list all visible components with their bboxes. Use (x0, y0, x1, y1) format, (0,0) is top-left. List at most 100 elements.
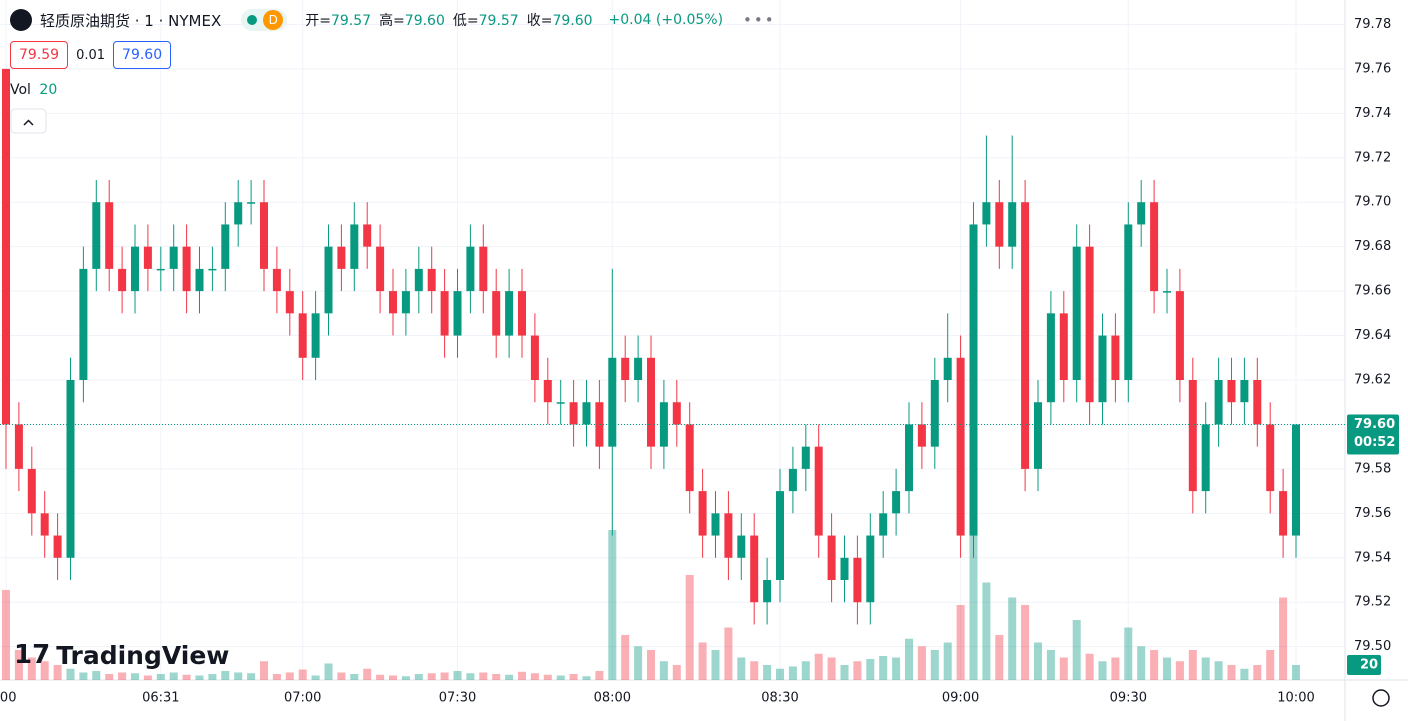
volume-bar (634, 646, 643, 680)
candle-body (169, 246, 178, 269)
volume-bar (53, 665, 62, 680)
volume-bar (1046, 650, 1055, 680)
candle-body (14, 424, 23, 469)
symbol-title[interactable]: 轻质原油期货 · 1 · NYMEX (40, 11, 222, 30)
volume-bar (1279, 597, 1288, 680)
volume-bar (143, 675, 152, 680)
candle-body (66, 380, 75, 558)
volume-bar (1008, 597, 1017, 680)
volume-bar (621, 635, 630, 680)
volume-bar (1150, 650, 1159, 680)
candle-body (788, 468, 797, 492)
candle-body (1059, 313, 1068, 380)
volume-bar (647, 650, 655, 680)
candle-body (234, 202, 243, 225)
candle-body (324, 246, 333, 314)
bid[interactable]: 79.59 (10, 41, 69, 69)
collapse-icon (23, 119, 34, 126)
candle-body (801, 446, 810, 469)
volume-bar (827, 657, 836, 680)
volume-bar (595, 671, 604, 680)
candle-body (776, 491, 784, 580)
candle-body (1098, 335, 1107, 403)
volume-bar (311, 675, 320, 680)
volume-bar (182, 674, 191, 680)
volume-bar (776, 668, 784, 680)
candle-body (879, 513, 888, 536)
status-pill[interactable]: D (241, 9, 288, 31)
legend-value: 79.57 (330, 13, 372, 29)
volume-bar (543, 674, 552, 680)
volume-bar (659, 661, 668, 680)
candle-body (1072, 246, 1081, 380)
candle-body (1021, 202, 1030, 469)
volume-bar (569, 674, 578, 680)
more-button[interactable]: ••• (743, 11, 776, 29)
y-tick-label: 79.56 (1354, 506, 1391, 521)
volume-bar (492, 674, 501, 680)
volume-bar (350, 674, 359, 680)
candle-body (376, 246, 385, 292)
volume-bar (66, 668, 75, 680)
volume-bar (324, 663, 333, 680)
candle-body (672, 402, 681, 425)
candle-body (2, 68, 10, 425)
candle-body (621, 357, 630, 380)
volume-bar (1266, 650, 1275, 680)
candle-body (763, 580, 772, 603)
candle-body (1046, 313, 1055, 403)
volume-bar (943, 642, 952, 680)
volume-bar (2, 590, 10, 680)
legend-label: 收= (526, 13, 553, 29)
volume-bar (995, 635, 1004, 680)
candle-body (1266, 424, 1275, 492)
candle-body (595, 402, 604, 447)
volume-bar (724, 627, 733, 680)
y-tick-label: 79.58 (1354, 461, 1391, 476)
candle-body (634, 357, 643, 380)
candle-body (685, 424, 694, 492)
candle-body (1227, 380, 1236, 403)
ask[interactable]: 79.60 (113, 41, 172, 69)
volume-bar (337, 672, 346, 680)
candle-body (1111, 335, 1120, 380)
candle-body (466, 246, 475, 292)
volume-bar (453, 671, 462, 680)
candle-body (556, 402, 565, 404)
candle-body (105, 202, 114, 269)
volume-bar (14, 650, 23, 680)
ohlc-legend: 开=79.57 高=79.60 低=79.57 收=79.60 (305, 10, 600, 30)
volume-bar (1292, 665, 1300, 680)
candle-body (414, 268, 423, 292)
candle-body (1188, 380, 1197, 492)
candle-body (1085, 246, 1094, 403)
volume-bar (389, 675, 397, 680)
candle-body (724, 513, 733, 558)
volume-bar (1098, 661, 1107, 680)
y-tick-label: 79.70 (1354, 195, 1391, 210)
volume-bar (1137, 646, 1146, 680)
volume-bar (518, 671, 526, 680)
volume-bar (969, 507, 978, 680)
y-tick-label: 79.62 (1354, 373, 1391, 388)
volume-bar (427, 673, 436, 680)
volume-bar (866, 659, 875, 680)
candle-body (905, 424, 913, 492)
candle-body (492, 291, 501, 336)
candle-body (1253, 380, 1262, 425)
volume-badge (1347, 655, 1381, 675)
volume-legend: Vol 20 (10, 82, 57, 98)
legend-value: 79.60 (552, 13, 593, 29)
volume-bar (1201, 657, 1210, 680)
legend-value: 79.57 (478, 13, 519, 29)
volume-bar (788, 666, 797, 680)
volume-bar (195, 675, 204, 680)
volume-bar (234, 672, 243, 680)
candle-body (53, 535, 62, 558)
settings-icon[interactable] (1372, 689, 1390, 707)
candle-body (1214, 380, 1223, 425)
volume-bar (118, 672, 127, 680)
candle-body (247, 202, 256, 204)
candle-body (337, 246, 346, 269)
change: +0.04 (+0.05%) (608, 12, 724, 28)
